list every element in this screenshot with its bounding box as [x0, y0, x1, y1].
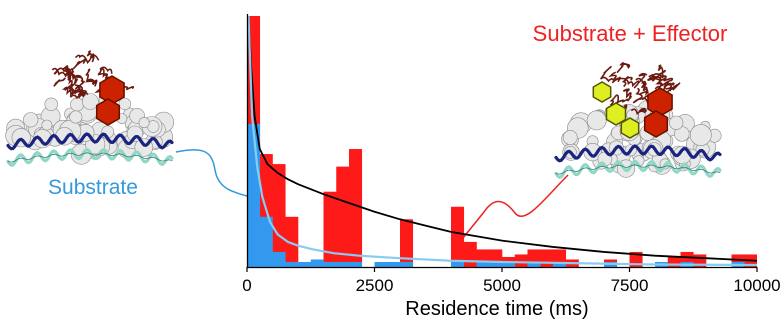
x-tick-label-3: 7500 [611, 276, 649, 295]
effector-bar-12 [400, 219, 414, 267]
x-tick-label-1: 2500 [356, 276, 394, 295]
substrate-bar-19 [489, 261, 503, 267]
substrate-bar-24 [553, 261, 567, 267]
x-tick-label-2: 5000 [483, 276, 521, 295]
effector-bar-8 [349, 149, 363, 267]
x-axis-ticks: 0 2500 5000 7500 10000 [242, 267, 780, 295]
effector-connector-line [462, 174, 569, 239]
effector-bar-33 [667, 256, 681, 267]
effector-bar-17 [463, 241, 477, 267]
effector-bar-6 [323, 191, 337, 267]
substrate-bar-5 [310, 259, 324, 267]
substrate-connector-line [175, 149, 248, 197]
substrate-fit-curve [247, 15, 757, 267]
substrate-bar-0 [247, 123, 261, 268]
effector-bar-3 [285, 216, 299, 267]
substrate-bar-7 [336, 261, 350, 267]
effector-bar-21 [514, 254, 528, 267]
effector-bar-7 [336, 166, 350, 267]
substrate-bar-1 [259, 216, 273, 267]
substrate-bar-3 [285, 261, 299, 267]
protein-structure-substrate-image [5, 50, 175, 167]
protein-structure-effector-image [554, 62, 722, 179]
effector-bar-16 [451, 206, 465, 267]
substrate-bar-16 [451, 261, 465, 267]
substrate-bar-18 [476, 261, 490, 267]
effector-bar-2 [272, 164, 286, 267]
substrate-bar-2 [272, 251, 286, 267]
x-axis-label: Residence time (ms) [405, 298, 588, 320]
substrate-bar-6 [323, 261, 337, 267]
substrate-bar-10 [374, 261, 388, 267]
fit-curves [247, 15, 757, 267]
x-tick-label-4: 10000 [733, 276, 780, 295]
substrate-bar-20 [502, 261, 516, 267]
annotation-substrate-effector: Substrate + Effector [533, 21, 728, 46]
effector-fit-curve [247, 15, 757, 262]
substrate-bar-4 [298, 261, 312, 267]
substrate-bar-12 [400, 261, 414, 267]
x-tick-label-0: 0 [242, 276, 251, 295]
substrate-bar-22 [527, 261, 541, 267]
substrate-histogram [247, 123, 745, 268]
substrate-bar-11 [387, 261, 401, 267]
substrate-bar-8 [349, 261, 363, 267]
effector-bar-23 [540, 249, 554, 267]
annotation-substrate: Substrate [48, 176, 138, 199]
